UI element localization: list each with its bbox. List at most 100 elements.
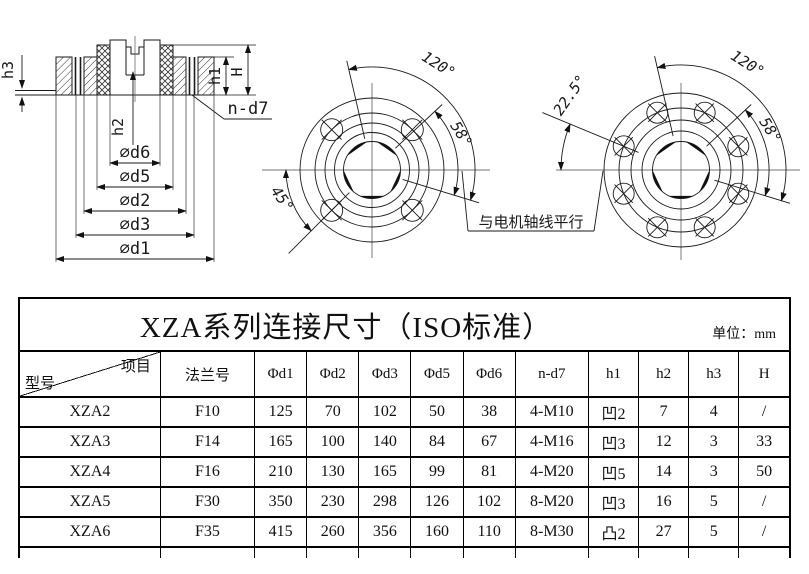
value-cell: 8-M30: [514, 516, 589, 548]
value-cell: 凹3: [587, 486, 640, 518]
flange-ring-section: [172, 56, 187, 96]
column-header-3: Φd3: [358, 350, 412, 398]
value-cell: 8-M20: [514, 486, 589, 518]
corner-label-item: 项目: [120, 359, 151, 375]
corner-label-model: 型号: [25, 376, 56, 392]
value-cell: F30: [159, 486, 256, 518]
value-cell: 126: [410, 486, 464, 518]
value-cell: 4: [688, 396, 740, 428]
value-cell: 165: [254, 426, 308, 458]
table-body: XZA2 F10 125 70 102 50 38 4-M10 凹2 7 4/XZA3 F14 165 1…: [18, 396, 791, 558]
hub-wall-section: [159, 44, 174, 96]
value-cell: 4-M16: [514, 426, 589, 458]
corner-cell: 项目 型号: [18, 350, 161, 398]
column-header-1: Φd1: [254, 350, 308, 398]
column-header-6: n-d7: [514, 350, 589, 398]
model-cell: XZA4: [18, 456, 161, 488]
hub-wall-section: [96, 44, 111, 96]
column-header-0: 法兰号: [159, 350, 256, 398]
value-cell: 7: [638, 396, 690, 428]
value-cell: 356: [358, 516, 412, 548]
dim-label-h3: h3: [0, 61, 17, 79]
value-cell: 165: [358, 456, 412, 488]
column-header-9: h3: [688, 350, 740, 398]
column-header-2: Φd2: [306, 350, 360, 398]
value-cell: 50: [410, 396, 464, 428]
cross-section-view: h3 h2 h1 H n-d7: [0, 36, 272, 263]
header-row-tr: 项目 型号 法兰号 Φd1 Φd2 Φd3 Φd5 Φd6 n-d7 h1 h2 h3 H: [18, 350, 791, 398]
dim-label-h2: h2: [109, 118, 127, 136]
value-cell: 5: [688, 486, 740, 518]
dimension-table: 项目 型号 法兰号 Φd1 Φd2 Φd3 Φd5 Φd6 n-d7 h1 h2 h3 H XZA2…: [18, 350, 791, 558]
value-cell: /: [738, 516, 791, 548]
value-cell: 100: [306, 426, 360, 458]
dim-label-n-d7: n-d7: [228, 99, 269, 119]
value-cell: /: [738, 486, 791, 518]
value-cell: 130: [306, 456, 360, 488]
parallel-note-text: 与电机轴线平行: [478, 214, 583, 231]
angle-label-58: 58°: [446, 118, 476, 151]
column-header-7: h1: [587, 350, 640, 398]
value-cell: 凹2: [587, 396, 640, 428]
table-row: XZA5 F30 350 230 298 126 102 8-M20 凹3 16 5/: [18, 486, 791, 518]
flange-ring-section: [55, 56, 73, 96]
angle-label-120: 120°: [419, 48, 459, 82]
value-cell: 298: [358, 486, 412, 518]
table-row: XZA3 F14 165 100 140 84 67 4-M16 凹3 12 3 33: [18, 426, 791, 458]
angle-label-22-5: 22.5°: [550, 71, 591, 118]
flange-4-bolt-view: 120° 58° 45°: [262, 48, 490, 258]
table-row: XZA4 F16 210 130 165 99 81 4-M20 凹5 14 3 50: [18, 456, 791, 488]
unit-label: 单位：mm: [712, 327, 776, 342]
value-cell: 125: [254, 396, 308, 428]
dim-label-H: H: [228, 67, 246, 76]
value-cell: 4-M20: [514, 456, 589, 488]
dimension-table-block: XZA系列连接尺寸（ISO标准） 单位：mm 项目 型号 法兰号 Φd1 Φd2 Φd…: [18, 297, 791, 558]
model-cell: XZA3: [18, 426, 161, 458]
value-cell: 99: [410, 456, 464, 488]
value-cell: 16: [638, 486, 690, 518]
cutoff-stub-row: [18, 546, 791, 558]
dim-label-d6: ∅d6: [120, 143, 151, 163]
model-cell: XZA6: [18, 516, 161, 548]
angle-label-58: 58°: [755, 114, 785, 147]
value-cell: 81: [462, 456, 516, 488]
value-cell: 67: [462, 426, 516, 458]
value-cell: 33: [738, 426, 791, 458]
angle-label-45: 45°: [267, 183, 297, 216]
angle-label-120: 120°: [728, 47, 768, 81]
value-cell: F16: [159, 456, 256, 488]
value-cell: F14: [159, 426, 256, 458]
column-header-10: H: [738, 350, 791, 398]
parallel-note: 与电机轴线平行: [461, 170, 604, 232]
value-cell: 110: [462, 516, 516, 548]
column-header-4: Φd5: [410, 350, 464, 398]
dim-label-d3: ∅d3: [120, 215, 151, 235]
value-cell: 84: [410, 426, 464, 458]
value-cell: F10: [159, 396, 256, 428]
value-cell: 38: [462, 396, 516, 428]
model-cell: XZA2: [18, 396, 161, 428]
table-title: XZA系列连接尺寸（ISO标准）: [139, 311, 553, 344]
value-cell: 3: [688, 426, 740, 458]
value-cell: 415: [254, 516, 308, 548]
value-cell: 230: [306, 486, 360, 518]
value-cell: 260: [306, 516, 360, 548]
value-cell: 4-M10: [514, 396, 589, 428]
column-header-8: h2: [638, 350, 690, 398]
value-cell: 27: [638, 516, 690, 548]
value-cell: 102: [462, 486, 516, 518]
dim-label-d1: ∅d1: [120, 239, 151, 259]
model-cell: XZA5: [18, 486, 161, 518]
flange-ring-section: [83, 56, 98, 96]
value-cell: 50: [738, 456, 791, 488]
value-cell: 凹5: [587, 456, 640, 488]
value-cell: 102: [358, 396, 412, 428]
table-title-row: XZA系列连接尺寸（ISO标准） 单位：mm: [18, 297, 791, 350]
value-cell: /: [738, 396, 791, 428]
dim-label-h1: h1: [206, 67, 224, 85]
value-cell: F35: [159, 516, 256, 548]
value-cell: 12: [638, 426, 690, 458]
value-cell: 凹3: [587, 426, 640, 458]
value-cell: 5: [688, 516, 740, 548]
column-header-5: Φd6: [462, 350, 516, 398]
